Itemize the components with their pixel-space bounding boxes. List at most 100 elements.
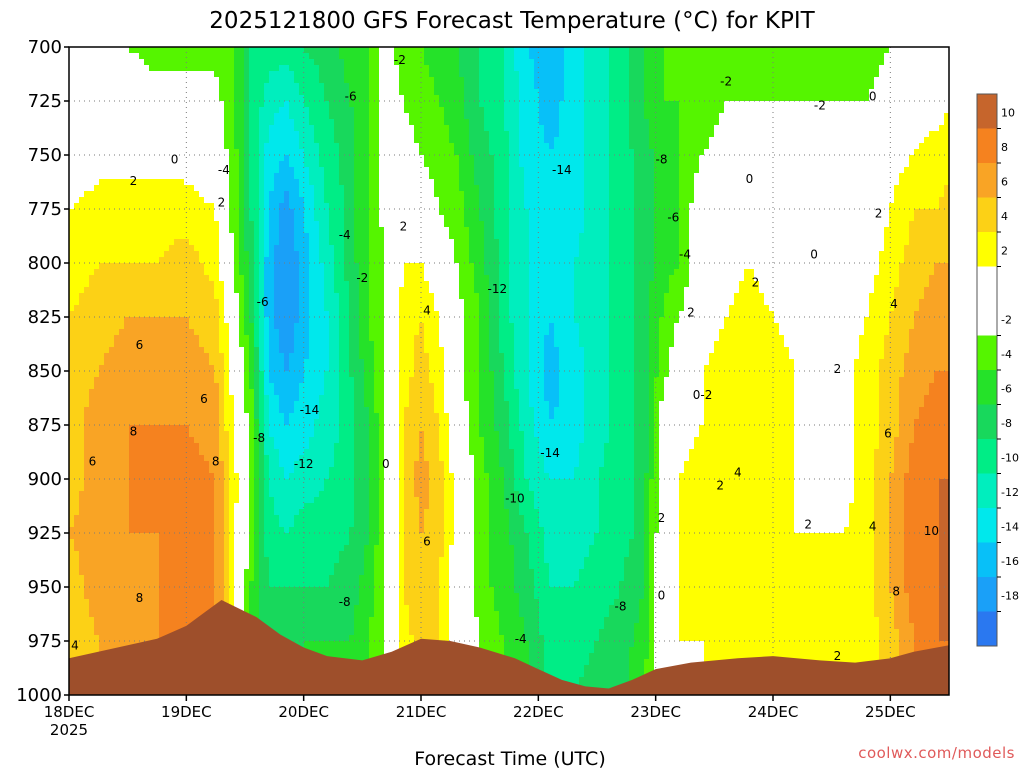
- field-cell: [84, 413, 90, 420]
- field-cell: [199, 593, 205, 600]
- field-cell: [264, 77, 270, 84]
- field-cell: [179, 359, 185, 366]
- field-cell: [279, 455, 285, 462]
- field-cell: [94, 599, 100, 606]
- field-cell: [199, 389, 205, 396]
- field-cell: [184, 95, 190, 102]
- field-cell: [269, 323, 275, 330]
- field-cell: [269, 209, 275, 216]
- field-cell: [244, 167, 250, 174]
- field-cell: [249, 125, 255, 132]
- field-cell: [84, 479, 90, 486]
- field-cell: [199, 611, 205, 618]
- field-cell: [139, 425, 145, 432]
- field-cell: [179, 533, 185, 540]
- field-cell: [109, 497, 115, 504]
- field-cell: [129, 443, 135, 450]
- field-cell: [224, 455, 230, 462]
- field-cell: [74, 59, 80, 66]
- field-cell: [174, 137, 180, 144]
- field-cell: [94, 347, 100, 354]
- field-cell: [194, 491, 200, 498]
- field-cell: [244, 293, 250, 300]
- field-cell: [159, 305, 165, 312]
- field-cell: [109, 473, 115, 480]
- field-cell: [199, 527, 205, 534]
- field-cell: [264, 509, 270, 516]
- field-cell: [104, 455, 110, 462]
- field-cell: [199, 95, 205, 102]
- field-cell: [114, 281, 120, 288]
- field-cell: [159, 527, 165, 534]
- field-cell: [269, 89, 275, 96]
- field-cell: [264, 125, 270, 132]
- field-cell: [224, 59, 230, 66]
- field-cell: [294, 83, 300, 90]
- field-cell: [179, 323, 185, 330]
- field-cell: [299, 131, 305, 138]
- field-cell: [164, 191, 170, 198]
- field-cell: [209, 347, 215, 354]
- field-cell: [179, 113, 185, 120]
- field-cell: [119, 179, 125, 186]
- field-cell: [264, 275, 270, 282]
- field-cell: [254, 353, 260, 360]
- field-cell: [209, 563, 215, 570]
- field-cell: [269, 449, 275, 456]
- field-cell: [114, 185, 120, 192]
- field-cell: [144, 497, 150, 504]
- field-cell: [209, 245, 215, 252]
- field-cell: [254, 293, 260, 300]
- field-cell: [124, 263, 130, 270]
- field-cell: [239, 53, 245, 60]
- field-cell: [249, 503, 255, 510]
- field-cell: [259, 521, 265, 528]
- field-cell: [189, 605, 195, 612]
- field-cell: [94, 635, 100, 642]
- field-cell: [159, 521, 165, 528]
- field-cell: [229, 131, 235, 138]
- field-cell: [179, 581, 185, 588]
- field-cell: [159, 173, 165, 180]
- field-cell: [169, 119, 175, 126]
- field-cell: [154, 467, 160, 474]
- field-cell: [294, 131, 300, 138]
- field-cell: [209, 317, 215, 324]
- field-cell: [219, 371, 225, 378]
- field-cell: [179, 605, 185, 612]
- field-cell: [269, 305, 275, 312]
- field-cell: [244, 221, 250, 228]
- field-cell: [169, 257, 175, 264]
- field-cell: [129, 431, 135, 438]
- field-cell: [269, 125, 275, 132]
- field-cell: [179, 149, 185, 156]
- field-cell: [239, 557, 245, 564]
- field-cell: [269, 281, 275, 288]
- field-cell: [274, 425, 280, 432]
- field-cell: [264, 203, 270, 210]
- field-cell: [159, 185, 165, 192]
- field-cell: [244, 215, 250, 222]
- field-cell: [144, 191, 150, 198]
- field-cell: [229, 377, 235, 384]
- field-cell: [274, 479, 280, 486]
- field-cell: [74, 329, 80, 336]
- field-cell: [239, 563, 245, 570]
- field-cell: [279, 527, 285, 534]
- field-cell: [234, 467, 240, 474]
- field-cell: [254, 551, 260, 558]
- field-cell: [239, 233, 245, 240]
- field-cell: [114, 245, 120, 252]
- field-cell: [124, 47, 130, 54]
- field-cell: [189, 521, 195, 528]
- field-cell: [224, 65, 230, 72]
- field-cell: [144, 161, 150, 168]
- field-cell: [109, 509, 115, 516]
- field-cell: [269, 455, 275, 462]
- field-cell: [174, 83, 180, 90]
- field-cell: [74, 401, 80, 408]
- field-cell: [84, 203, 90, 210]
- field-cell: [214, 509, 220, 516]
- field-cell: [104, 575, 110, 582]
- field-cell: [89, 59, 95, 66]
